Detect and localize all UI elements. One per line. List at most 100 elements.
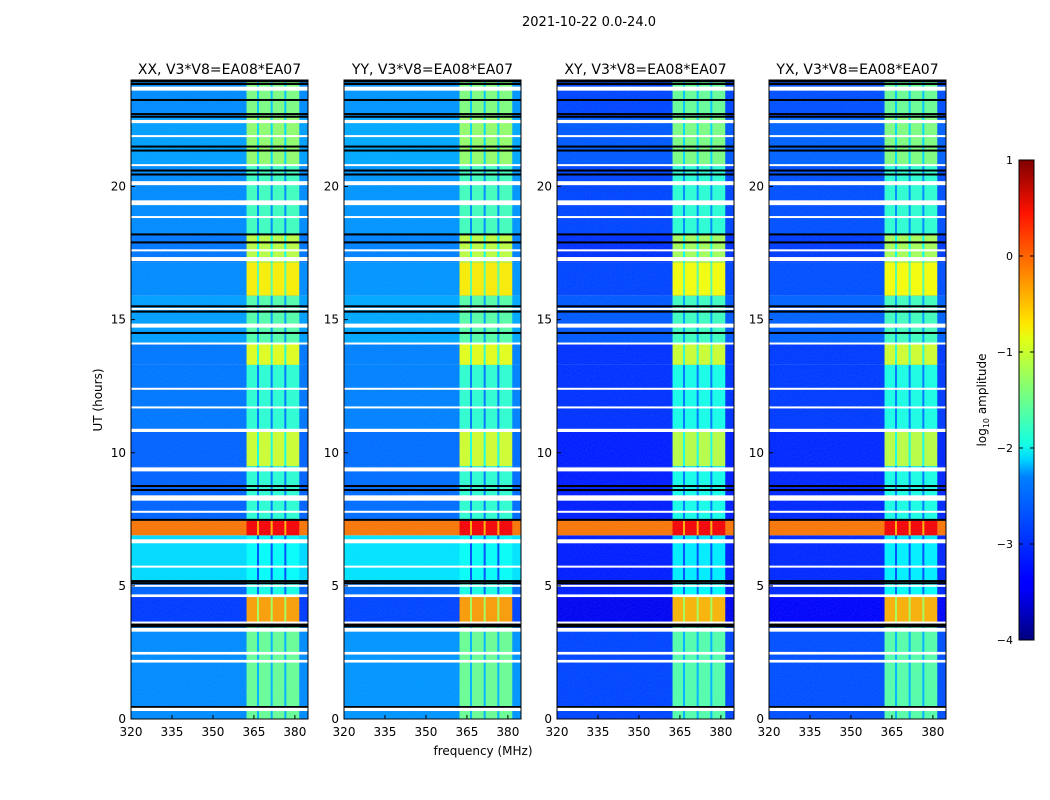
heatmap-flagged-gap (131, 387, 308, 390)
heatmap-flagged-gap (344, 406, 521, 409)
y-tick-label: 10 (537, 446, 552, 460)
heatmap-dark-line (131, 173, 308, 176)
heatmap-dark-line (344, 115, 521, 118)
heatmap-dark-line (769, 310, 946, 313)
heatmap-flagged-gap (769, 181, 946, 186)
heatmap-dark-line (344, 706, 521, 709)
x-tick-label: 380 (921, 725, 944, 739)
heatmap-dark-line (769, 145, 946, 148)
heatmap-dark-line (557, 80, 734, 83)
y-tick-label: 20 (749, 180, 764, 194)
heatmap-flagged-gap (344, 659, 521, 663)
heatmap-dark-line (557, 623, 734, 626)
heatmap-flagged-gap (131, 539, 308, 544)
colorbar-tick-label: −3 (997, 538, 1013, 551)
heatmap-dark-line (131, 310, 308, 313)
heatmap-flagged-gap (557, 135, 734, 138)
heatmap-dark-line (769, 485, 946, 488)
heatmap-flagged-gap (769, 428, 946, 432)
heatmap-flagged-gap (769, 200, 946, 206)
y-tick-label: 5 (544, 579, 552, 593)
heatmap-flagged-gap (769, 307, 946, 310)
y-tick-label: 10 (324, 446, 339, 460)
x-tick-label: 335 (161, 725, 184, 739)
x-tick-label: 320 (546, 725, 569, 739)
y-tick-label: 10 (749, 446, 764, 460)
heatmap-dark-line (769, 82, 946, 85)
heatmap-dark-line (344, 580, 521, 583)
heatmap-flagged-gap (769, 707, 946, 712)
heatmap-flagged-gap (344, 342, 521, 345)
panel-title: YY, V3*V8=EA08*EA07 (351, 62, 513, 78)
x-tick-label: 365 (242, 725, 265, 739)
x-tick-label: 380 (709, 725, 732, 739)
heatmap-dark-line (344, 485, 521, 488)
colorbar-label: log10 amplitude (975, 354, 991, 447)
heatmap-flagged-gap (344, 86, 521, 91)
heatmap-flagged-gap (557, 659, 734, 663)
heatmap-dark-line (344, 98, 521, 101)
heatmap-image (344, 80, 521, 719)
heatmap-flagged-gap (344, 621, 521, 624)
heatmap-dark-line (344, 305, 521, 308)
heatmap-dark-line (131, 305, 308, 308)
heatmap-flagged-gap (344, 495, 521, 501)
heatmap-flagged-gap (344, 200, 521, 206)
y-tick-label: 15 (749, 313, 764, 327)
heatmap-flagged-gap (769, 621, 946, 624)
heatmap-dark-line (131, 485, 308, 488)
y-tick-label: 15 (324, 313, 339, 327)
heatmap-dark-line (344, 169, 521, 172)
x-tick-label: 320 (333, 725, 356, 739)
heatmap-dark-line (344, 310, 521, 313)
heatmap-flagged-gap (769, 342, 946, 345)
panel-1: YY, V3*V8=EA08*EA07 320 335 350 365 380 0 5 10 15… (324, 62, 522, 739)
heatmap-flagged-gap (344, 707, 521, 712)
heatmap-flagged-gap (131, 584, 308, 587)
heatmap-flagged-gap (769, 387, 946, 390)
heatmap-dark-line (557, 173, 734, 176)
heatmap-flagged-gap (769, 594, 946, 598)
x-tick-label: 335 (799, 725, 822, 739)
x-tick-label: 350 (627, 725, 650, 739)
x-tick-label: 380 (283, 725, 306, 739)
heatmap-dark-line (769, 706, 946, 709)
heatmap-flagged-gap (557, 249, 734, 252)
heatmap-flagged-gap (769, 164, 946, 167)
heatmap-flagged-gap (344, 584, 521, 587)
heatmap-flagged-gap (557, 216, 734, 219)
heatmap-dark-line (344, 145, 521, 148)
heatmap-dark-line (131, 115, 308, 118)
heatmap-noise-texture (344, 80, 521, 719)
colorbar-tick-label: −2 (997, 442, 1013, 455)
heatmap-flagged-gap (131, 428, 308, 432)
heatmap-dark-line (557, 145, 734, 148)
heatmap-flagged-gap (344, 249, 521, 252)
heatmap-dark-line (769, 518, 946, 521)
x-axis-label: frequency (MHz) (433, 744, 532, 758)
heatmap-dark-line (344, 80, 521, 83)
heatmap-flagged-gap (131, 307, 308, 310)
heatmap-flagged-gap (769, 135, 946, 138)
heatmap-flagged-gap (344, 565, 521, 568)
y-tick-label: 0 (118, 712, 126, 726)
y-tick-label: 0 (331, 712, 339, 726)
panel-frame (130, 79, 309, 720)
heatmap-flagged-gap (344, 135, 521, 138)
y-tick-label: 0 (544, 712, 552, 726)
heatmap-flagged-gap (769, 406, 946, 409)
heatmap-dark-line (344, 331, 521, 334)
y-tick-label: 5 (118, 579, 126, 593)
heatmap-flagged-gap (131, 627, 308, 632)
heatmap-dark-line (769, 80, 946, 83)
heatmap-flagged-gap (131, 594, 308, 598)
heatmap-dark-line (557, 233, 734, 236)
heatmap-flagged-gap (769, 659, 946, 663)
heatmap-dark-line (557, 98, 734, 101)
panel-3: YX, V3*V8=EA08*EA07 320 335 350 365 380 0 5 10 15… (749, 62, 947, 739)
heatmap-flagged-gap (769, 323, 946, 328)
heatmap-dark-line (557, 305, 734, 308)
heatmap-flagged-gap (557, 257, 734, 262)
heatmap-flagged-gap (344, 428, 521, 432)
